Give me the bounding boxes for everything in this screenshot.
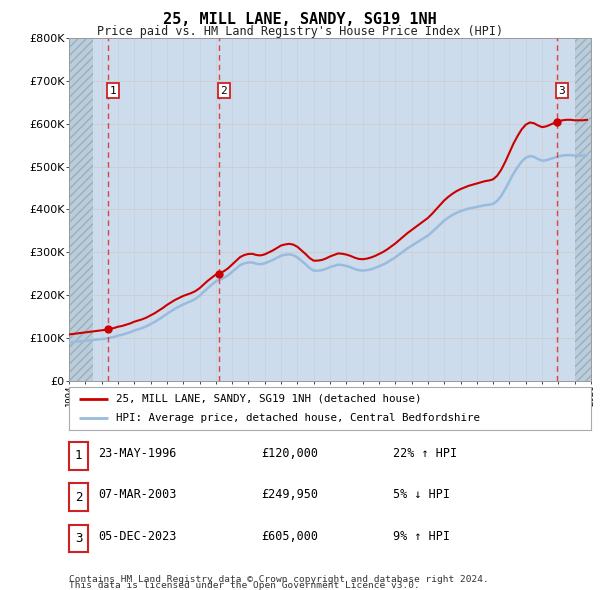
Text: 3: 3 [559, 86, 565, 96]
Text: HPI: Average price, detached house, Central Bedfordshire: HPI: Average price, detached house, Cent… [116, 413, 480, 423]
Text: 9% ↑ HPI: 9% ↑ HPI [393, 530, 450, 543]
Text: £605,000: £605,000 [261, 530, 318, 543]
Bar [575, 38, 591, 381]
Text: 07-MAR-2003: 07-MAR-2003 [98, 489, 176, 502]
Text: 25, MILL LANE, SANDY, SG19 1NH: 25, MILL LANE, SANDY, SG19 1NH [163, 12, 437, 27]
Text: 2: 2 [75, 491, 82, 504]
Text: 3: 3 [75, 532, 82, 545]
Text: £120,000: £120,000 [261, 447, 318, 460]
Text: Price paid vs. HM Land Registry's House Price Index (HPI): Price paid vs. HM Land Registry's House … [97, 25, 503, 38]
Text: 1: 1 [75, 450, 82, 463]
Bar [69, 38, 94, 381]
Text: 5% ↓ HPI: 5% ↓ HPI [393, 489, 450, 502]
Text: 23-MAY-1996: 23-MAY-1996 [98, 447, 176, 460]
Text: 22% ↑ HPI: 22% ↑ HPI [393, 447, 457, 460]
Text: This data is licensed under the Open Government Licence v3.0.: This data is licensed under the Open Gov… [69, 581, 420, 590]
Text: Contains HM Land Registry data © Crown copyright and database right 2024.: Contains HM Land Registry data © Crown c… [69, 575, 489, 584]
Text: 05-DEC-2023: 05-DEC-2023 [98, 530, 176, 543]
Text: 1: 1 [110, 86, 116, 96]
Text: 2: 2 [220, 86, 227, 96]
Text: £249,950: £249,950 [261, 489, 318, 502]
Text: 25, MILL LANE, SANDY, SG19 1NH (detached house): 25, MILL LANE, SANDY, SG19 1NH (detached… [116, 394, 421, 404]
